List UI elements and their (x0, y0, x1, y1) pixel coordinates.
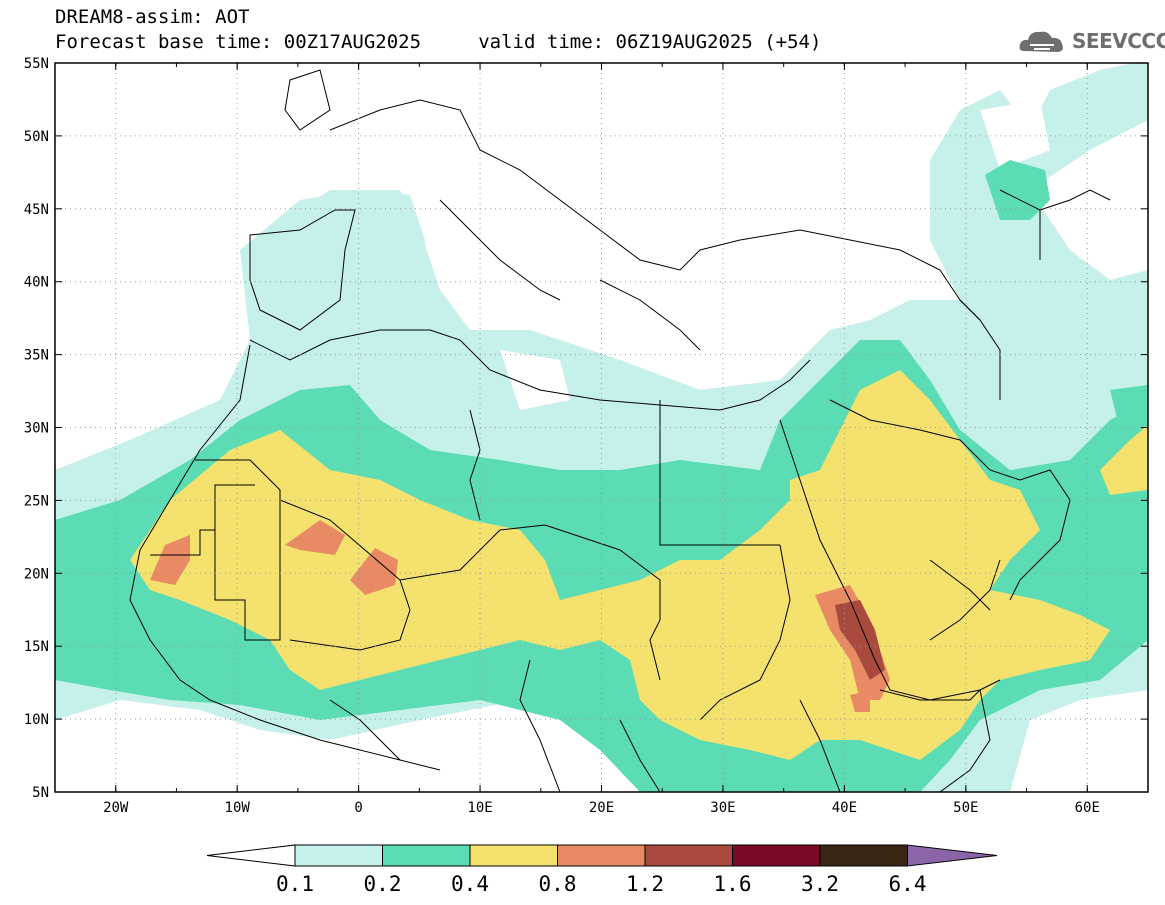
aot-level-0.4 (1100, 425, 1148, 495)
colorbar-label: 0.8 (539, 872, 577, 896)
lon-label: 60E (1075, 800, 1100, 816)
colorbar-label: 3.2 (801, 872, 839, 896)
colorbar (206, 844, 998, 867)
aot-field (55, 63, 1148, 792)
colorbar-segment (382, 844, 471, 867)
lat-label: 25N (24, 493, 49, 509)
lon-label: 10W (225, 800, 251, 816)
lon-label: 10E (467, 800, 492, 816)
colorbar-segment (819, 844, 908, 867)
aot-level-0.2 (1110, 385, 1148, 430)
colorbar-label: 1.6 (714, 872, 752, 896)
logo-text: SEEVCCC (1072, 29, 1165, 53)
colorbar-segment (557, 844, 646, 867)
map-title: DREAM8-assim: AOT (55, 6, 250, 28)
lat-label: 15N (24, 639, 49, 655)
lon-label: 20W (103, 800, 129, 816)
lat-label: 10N (24, 712, 49, 728)
colorbar-label: 0.2 (364, 872, 402, 896)
colorbar-segment (644, 844, 733, 867)
lon-label: 20E (589, 800, 614, 816)
colorbar-label: 6.4 (889, 872, 927, 896)
lon-label: 40E (832, 800, 857, 816)
grid-lines (55, 63, 1148, 792)
colorbar-arrow-low (206, 844, 296, 867)
colorbar-segment (732, 844, 821, 867)
lat-label: 55N (24, 56, 49, 72)
colorbar-segment (294, 844, 383, 867)
colorbar-label: 0.1 (276, 872, 314, 896)
lat-label: 5N (32, 785, 49, 801)
lat-label: 40N (24, 275, 49, 291)
lon-label: 30E (710, 800, 735, 816)
aot-level-0.2 (985, 160, 1050, 220)
lat-label: 50N (24, 129, 49, 145)
aot-level-0.1 (240, 190, 425, 320)
lat-label: 30N (24, 421, 49, 437)
cloud-logo-icon (1019, 31, 1063, 52)
lat-label: 45N (24, 202, 49, 218)
country-borders (129, 69, 1111, 792)
lon-label: 0 (354, 800, 362, 816)
colorbar-arrow-high (907, 844, 998, 867)
aot-level-0.8 (350, 548, 398, 595)
forecast-times: Forecast base time: 00Z17AUG2025 valid t… (55, 31, 822, 53)
lon-label: 50E (953, 800, 978, 816)
aot-level-0.8 (285, 520, 345, 555)
aot-level-0.8 (150, 535, 190, 585)
aot-level-0.8 (850, 690, 870, 712)
aot-level-1.2 (835, 600, 885, 680)
colorbar-label: 0.4 (451, 872, 489, 896)
colorbar-label: 1.2 (626, 872, 664, 896)
colorbar-segment (469, 844, 558, 867)
axis-ticks (54, 62, 1149, 793)
lat-label: 35N (24, 348, 49, 364)
lat-label: 20N (24, 566, 49, 582)
